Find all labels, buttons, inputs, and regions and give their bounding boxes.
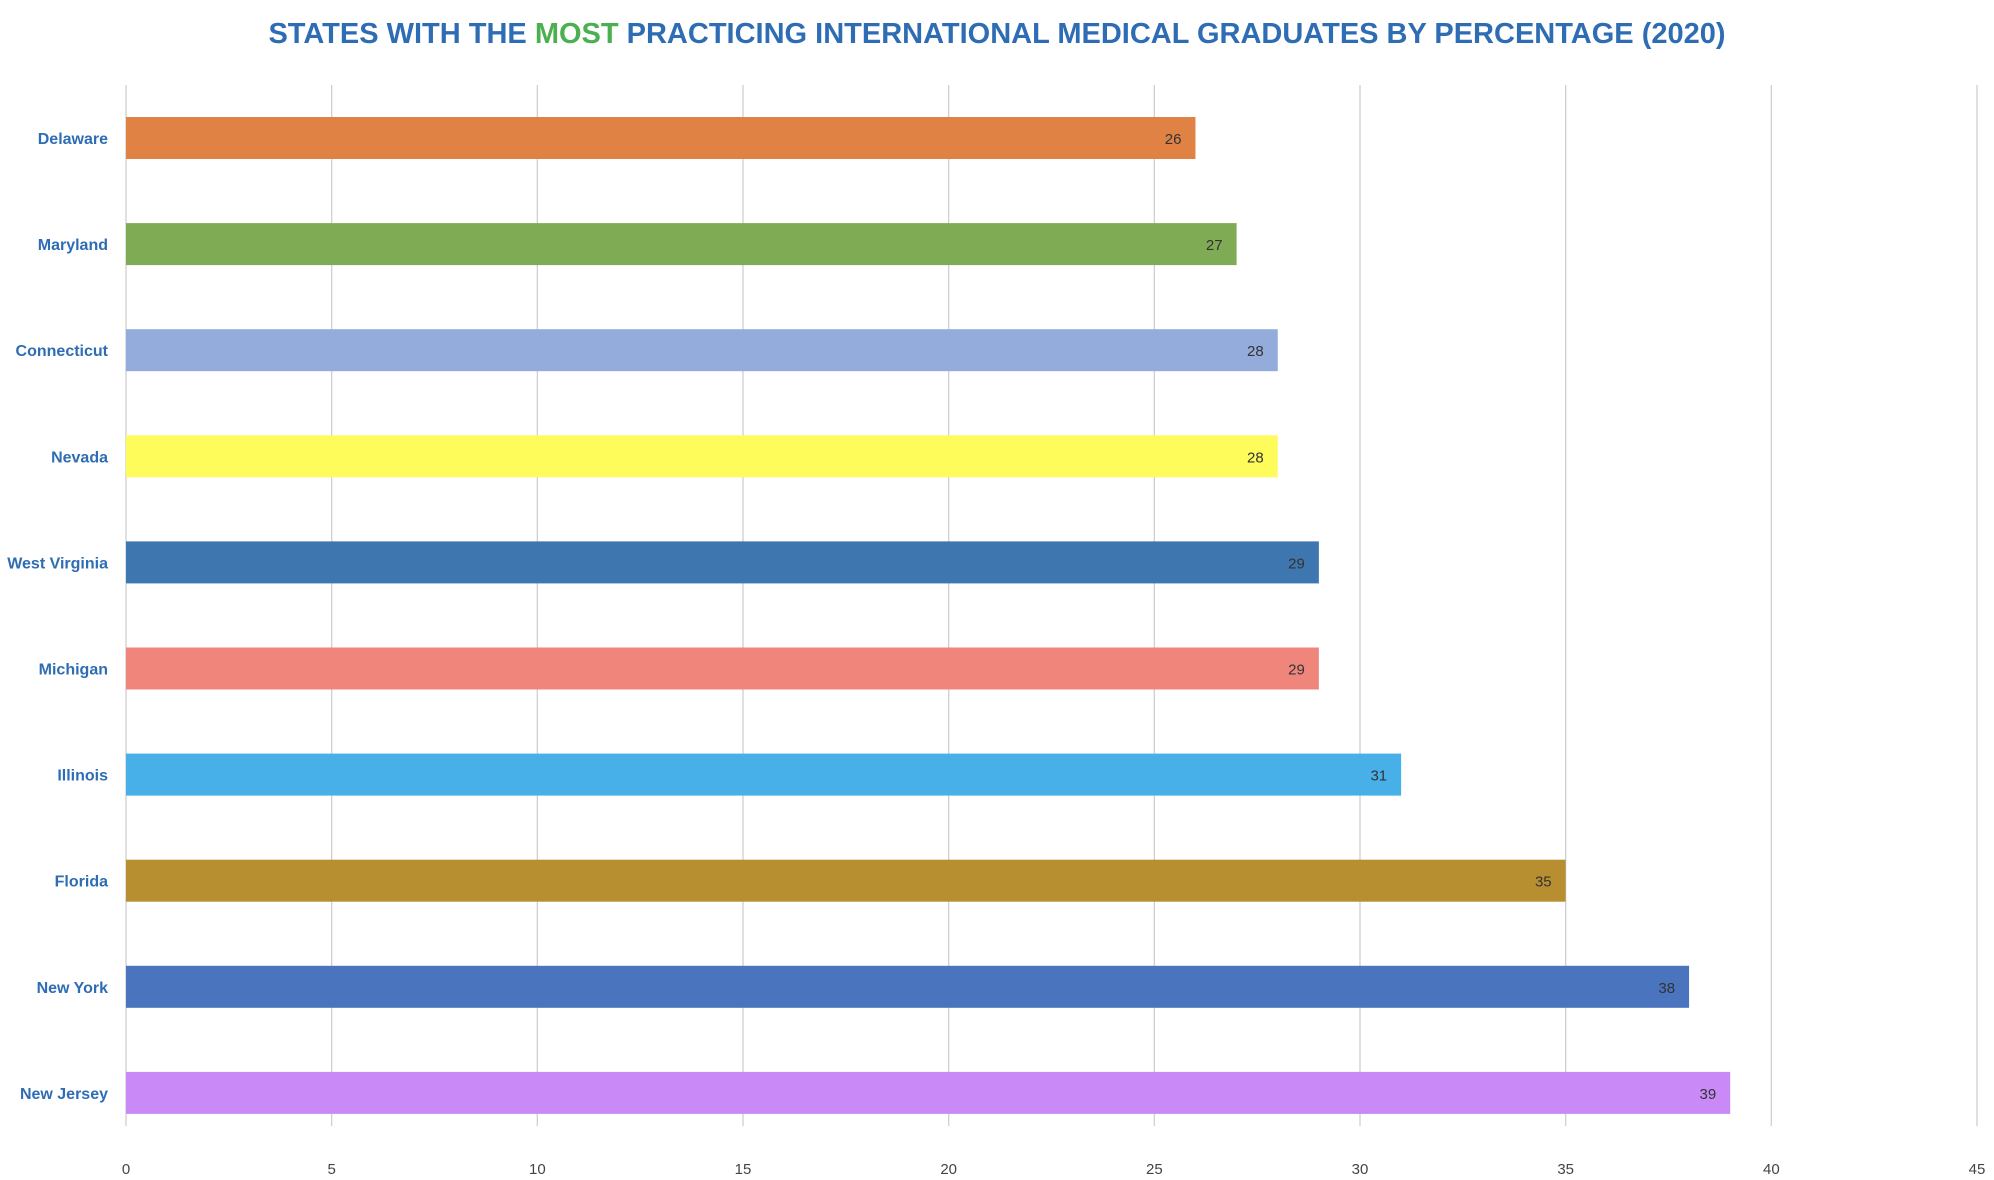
category-label: West Virginia: [7, 555, 108, 572]
category-label: New Jersey: [20, 1086, 108, 1103]
x-axis-tick-labels: 0 5 10 15 20 25 30 35 40 45: [122, 1161, 1986, 1178]
data-label: 29: [1288, 555, 1305, 572]
chart-title-suffix: PRACTICING INTERNATIONAL MEDICAL GRADUAT…: [618, 18, 1726, 50]
category-label: Illinois: [57, 768, 108, 785]
bar: [126, 329, 1278, 372]
bar: [126, 753, 1402, 796]
x-tick-label: 30: [1352, 1161, 1369, 1178]
data-label: 39: [1700, 1086, 1717, 1103]
bar: [126, 647, 1319, 690]
chart-title-highlight: MOST: [534, 18, 619, 50]
data-label: 28: [1247, 449, 1264, 466]
bars: [126, 117, 1731, 1114]
category-label: Nevada: [51, 449, 108, 466]
x-tick-label: 0: [122, 1161, 130, 1178]
x-tick-label: 15: [735, 1161, 752, 1178]
bar: [126, 965, 1690, 1008]
x-tick-label: 5: [327, 1161, 335, 1178]
x-tick-label: 45: [1969, 1161, 1986, 1178]
category-label: Florida: [55, 874, 108, 891]
data-label: 28: [1247, 343, 1264, 360]
x-tick-label: 40: [1763, 1161, 1780, 1178]
x-tick-label: 20: [940, 1161, 957, 1178]
category-label: New York: [37, 980, 109, 997]
bar: [126, 1071, 1731, 1114]
bar: [126, 435, 1278, 478]
category-labels: Delaware Maryland Connecticut Nevada West Vi…: [7, 131, 108, 1103]
data-labels: 26 27 28 28 29 29 31 35 38 39: [1165, 131, 1716, 1103]
category-label: Delaware: [38, 131, 108, 148]
x-tick-label: 25: [1146, 1161, 1163, 1178]
data-label: 26: [1165, 131, 1182, 148]
data-label: 38: [1658, 980, 1675, 997]
category-label: Michigan: [39, 662, 108, 679]
bar: [126, 223, 1237, 266]
data-label: 31: [1370, 768, 1387, 785]
category-label: Connecticut: [16, 343, 109, 360]
bar: [126, 859, 1566, 902]
bar: [126, 541, 1319, 584]
bar: [126, 117, 1196, 159]
chart-title-prefix: STATES WITH THE: [268, 18, 535, 50]
data-label: 29: [1288, 662, 1305, 679]
chart-title: STATES WITH THE MOST PRACTICING INTERNAT…: [0, 18, 1994, 51]
x-tick-label: 10: [529, 1161, 546, 1178]
category-label: Maryland: [38, 237, 108, 254]
data-label: 27: [1206, 237, 1223, 254]
x-tick-label: 35: [1557, 1161, 1574, 1178]
data-label: 35: [1535, 874, 1552, 891]
